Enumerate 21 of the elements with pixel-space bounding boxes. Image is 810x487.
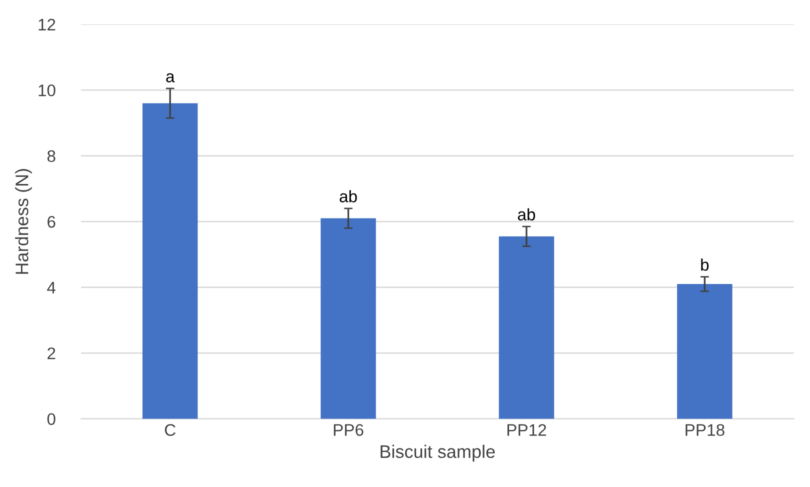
bar	[320, 218, 376, 419]
y-tick-label: 0	[47, 413, 56, 426]
annotation: a	[166, 73, 175, 82]
annotation: b	[701, 258, 709, 271]
x-tick-label: C	[164, 424, 176, 436]
y-tick-label: 2	[48, 347, 56, 360]
y-tick-label: 10	[38, 84, 56, 96]
annotation: ab	[340, 190, 357, 202]
bar	[498, 236, 554, 419]
y-axis-title: Hardness (N)	[15, 169, 32, 274]
annotation: ab	[518, 208, 536, 220]
bar	[142, 103, 198, 419]
x-tick-label: PP6	[334, 424, 364, 436]
bar	[677, 284, 732, 419]
x-axis-title: Biscuit sample	[380, 444, 495, 462]
y-tick-label: 8	[47, 150, 56, 162]
y-tick-label: 4	[47, 282, 56, 294]
x-tick-label: PP18	[686, 424, 724, 436]
y-tick-label: 12	[38, 18, 56, 30]
y-tick-label: 6	[48, 216, 56, 228]
x-tick-label: PP12	[507, 424, 546, 436]
